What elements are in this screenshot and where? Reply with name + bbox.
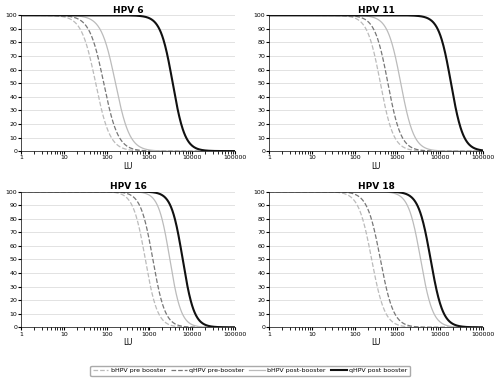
Title: HPV 18: HPV 18 bbox=[358, 182, 395, 191]
Title: HPV 11: HPV 11 bbox=[358, 6, 395, 14]
X-axis label: LU: LU bbox=[372, 162, 380, 171]
X-axis label: LU: LU bbox=[124, 162, 133, 171]
X-axis label: LU: LU bbox=[124, 338, 133, 347]
Legend: bHPV pre booster, qHPV pre-booster, bHPV post-booster, qHPV post booster: bHPV pre booster, qHPV pre-booster, bHPV… bbox=[90, 365, 410, 376]
Title: HPV 6: HPV 6 bbox=[113, 6, 144, 14]
Title: HPV 16: HPV 16 bbox=[110, 182, 146, 191]
X-axis label: LU: LU bbox=[372, 338, 380, 347]
